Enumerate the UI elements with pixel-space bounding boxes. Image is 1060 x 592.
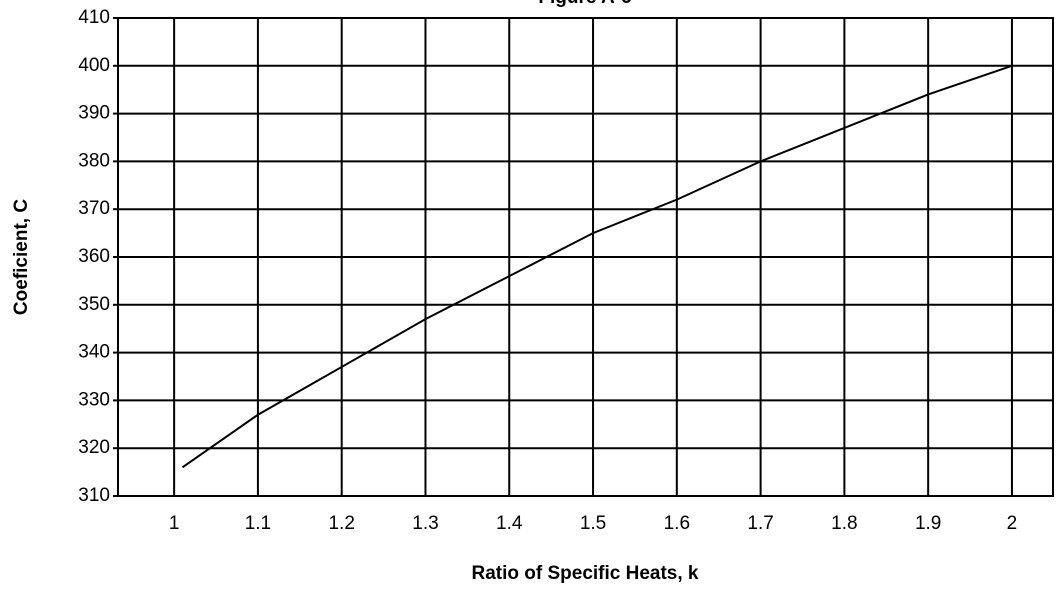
x-tick-label: 1.6	[664, 513, 690, 534]
x-axis-label: Ratio of Specific Heats, k	[471, 563, 698, 584]
x-tick-label: 1.1	[245, 513, 271, 534]
y-axis-label: Coeficient, C	[11, 199, 32, 315]
y-tick-label: 320	[78, 437, 110, 458]
y-tick-label: 390	[78, 103, 110, 124]
x-tick-label: 2	[1007, 513, 1018, 534]
y-tick-label: 400	[78, 55, 110, 76]
x-tick-label: 1.7	[747, 513, 773, 534]
x-tick-label: 1.2	[328, 513, 354, 534]
x-tick-label: 1.3	[412, 513, 438, 534]
y-tick-label: 330	[78, 389, 110, 410]
plot-frame	[117, 17, 1054, 497]
chart-title: Figure A-6	[538, 0, 631, 8]
y-tick-label: 310	[78, 485, 110, 506]
x-tick-label: 1.5	[580, 513, 606, 534]
x-tick-label: 1.9	[915, 513, 941, 534]
y-tick-label: 410	[78, 7, 110, 28]
y-tick-label: 370	[78, 198, 110, 219]
x-tick-label: 1	[169, 513, 180, 534]
y-tick-label: 360	[78, 246, 110, 267]
y-tick-label: 340	[78, 342, 110, 363]
x-tick-label: 1.8	[831, 513, 857, 534]
x-tick-label: 1.4	[496, 513, 523, 534]
y-tick-label: 380	[78, 150, 110, 171]
data-line	[181, 64, 1013, 469]
y-tick-label: 350	[78, 294, 110, 315]
